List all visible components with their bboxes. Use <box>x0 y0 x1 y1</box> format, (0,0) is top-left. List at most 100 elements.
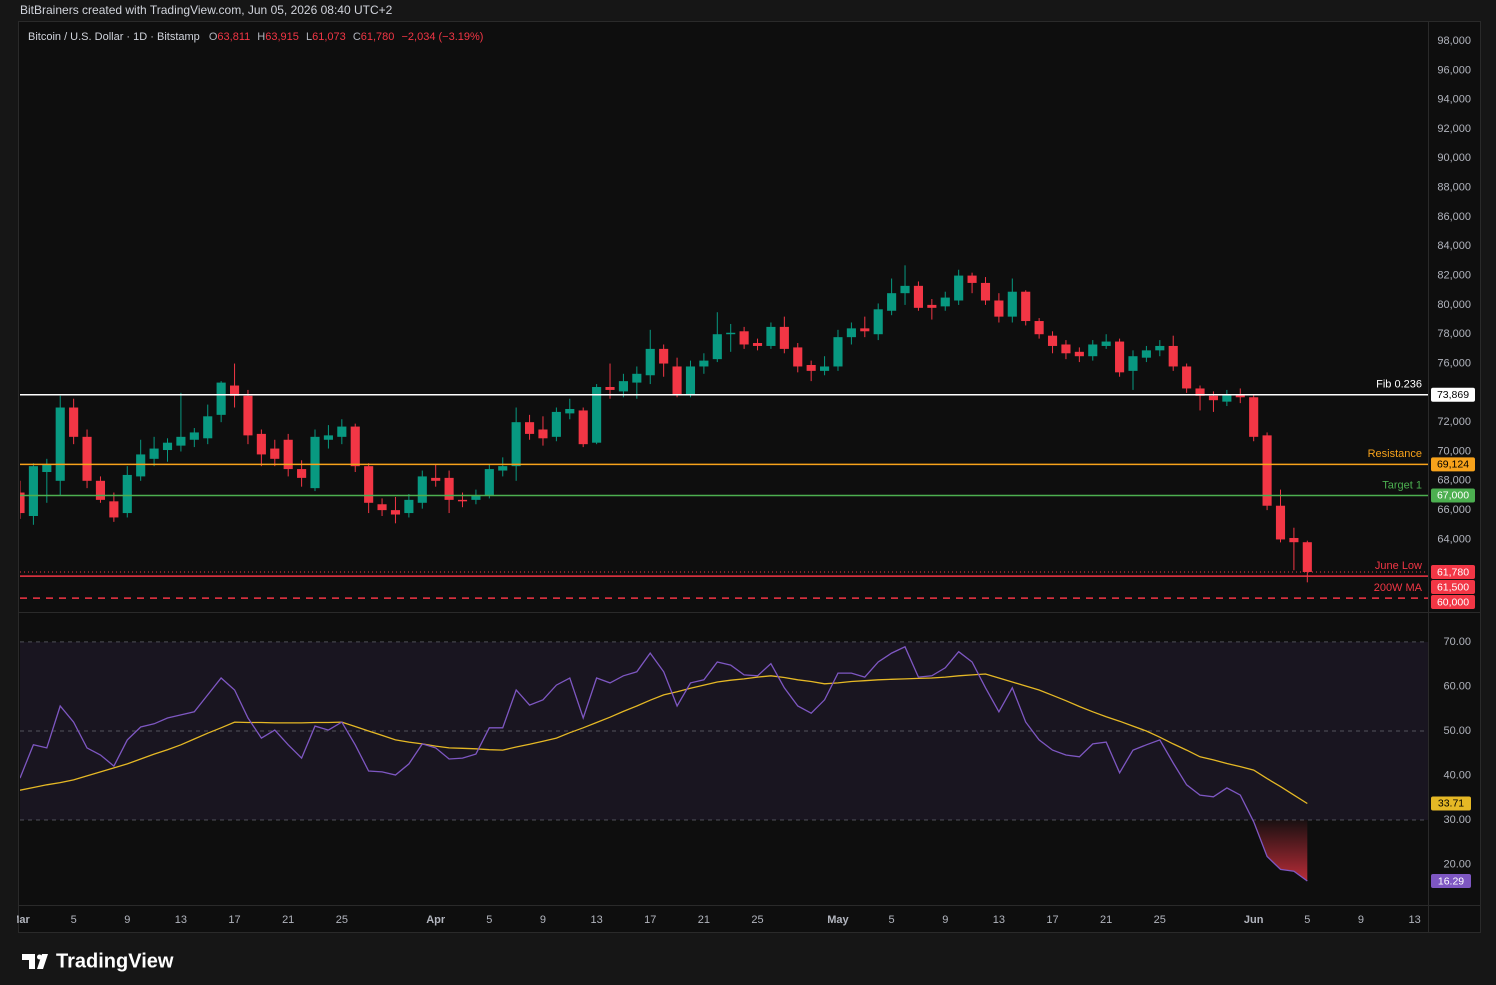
candle-body <box>1195 388 1205 396</box>
candle-body <box>1262 435 1272 506</box>
candle-body <box>913 285 923 308</box>
candle-body <box>1088 344 1098 357</box>
candle-body <box>1302 542 1312 572</box>
price-line-name: 200W MA <box>1374 582 1423 594</box>
candle-body <box>457 499 468 502</box>
candle-body <box>1275 505 1286 540</box>
value-label-box <box>1431 874 1471 889</box>
candle-body <box>270 448 280 459</box>
candle-body <box>592 386 602 443</box>
y-tick-label: 60.00 <box>1443 680 1471 692</box>
candle-body <box>846 328 856 338</box>
candle-body <box>887 293 897 311</box>
y-tick-label: 40.00 <box>1443 769 1471 781</box>
rsi-line <box>20 673 1308 805</box>
candle-body <box>712 334 722 360</box>
credit: BitBrainers created with TradingView.com… <box>20 3 393 17</box>
candle-body <box>699 360 709 367</box>
value-label-box <box>1431 796 1471 811</box>
candle-body <box>256 433 266 455</box>
candle-body <box>672 366 682 395</box>
candle-body <box>1155 345 1165 351</box>
candle-body <box>243 395 253 436</box>
candle-body <box>605 386 615 390</box>
y-tick-label: 88,000 <box>1437 182 1471 194</box>
candle-body <box>417 476 427 503</box>
candle-body <box>927 304 937 308</box>
x-tick-label: Jun <box>1244 914 1264 926</box>
price-line-name: Target 1 <box>1382 479 1422 491</box>
candle-body <box>323 435 333 440</box>
logo-dot <box>37 954 42 960</box>
candle-body <box>685 366 696 395</box>
candle-body <box>390 510 401 515</box>
price-label-box <box>1431 594 1475 609</box>
candle-body <box>511 422 521 467</box>
candle-body <box>538 429 548 439</box>
candle-body <box>994 300 1004 317</box>
candle-body <box>42 464 52 473</box>
candle-body <box>766 326 776 346</box>
candle-body <box>1061 344 1071 354</box>
x-tick-label: 17 <box>228 914 240 926</box>
candle-body <box>216 382 226 415</box>
candle-body <box>779 326 789 349</box>
x-tick-label: Mar <box>10 914 30 926</box>
price-label-box <box>1431 579 1475 594</box>
candle-body <box>203 416 213 439</box>
x-tick-label: 13 <box>1408 914 1420 926</box>
y-tick-label: 20.00 <box>1443 858 1471 870</box>
x-tick-label: 13 <box>590 914 602 926</box>
candle-body <box>337 426 347 437</box>
candle-body <box>873 309 883 335</box>
x-tick-label: 21 <box>1100 914 1112 926</box>
candle-body <box>1222 394 1232 402</box>
x-tick-label: 25 <box>336 914 348 926</box>
x-tick-label: Apr <box>426 914 446 926</box>
symbol-legend: Bitcoin / U.S. Dollar · 1D · Bitstamp O6… <box>28 31 483 43</box>
candle-body <box>565 408 575 414</box>
y-tick-label: 68,000 <box>1437 475 1471 487</box>
y-tick-label: 64,000 <box>1437 533 1471 545</box>
candle-body <box>1249 397 1259 437</box>
y-tick-label: 92,000 <box>1437 123 1471 135</box>
candle-body <box>95 480 106 500</box>
x-tick-label: 21 <box>698 914 710 926</box>
candle-body <box>444 477 454 500</box>
y-tick-label: 98,000 <box>1437 35 1471 47</box>
price-line-name: Resistance <box>1368 448 1422 460</box>
y-tick-label: 80,000 <box>1437 299 1471 311</box>
candle-body <box>109 501 119 518</box>
ohlc-value: 63,811 <box>217 31 250 43</box>
y-tick-label: 86,000 <box>1437 211 1471 223</box>
candle-body <box>364 466 374 503</box>
candle-body <box>297 469 307 478</box>
candle-body <box>1141 350 1151 358</box>
candle-body <box>1047 335 1058 346</box>
candle-body <box>806 365 816 371</box>
oversold-fill <box>1252 819 1308 882</box>
candle-body <box>645 348 655 376</box>
candle-body <box>752 343 763 346</box>
candle-body <box>229 385 240 396</box>
candle-body <box>283 439 293 470</box>
candle-body <box>954 275 964 301</box>
candle-body <box>350 426 360 467</box>
candle-body <box>310 436 320 489</box>
candle-body <box>1101 341 1111 346</box>
x-tick-label: 5 <box>889 914 895 926</box>
y-tick-label: 70,000 <box>1437 445 1471 457</box>
y-tick-label: 96,000 <box>1437 64 1471 76</box>
x-tick-label: 9 <box>942 914 948 926</box>
x-tick-label: May <box>827 914 849 926</box>
x-tick-label: 25 <box>1154 914 1166 926</box>
ohlc-key: C <box>353 31 361 43</box>
candle-body <box>162 442 173 451</box>
chart-frame <box>18 21 1481 933</box>
ohlc-key: O <box>209 31 218 43</box>
y-tick-label: 66,000 <box>1437 504 1471 516</box>
symbol: Bitcoin / U.S. Dollar · 1D · Bitstamp <box>28 31 200 43</box>
